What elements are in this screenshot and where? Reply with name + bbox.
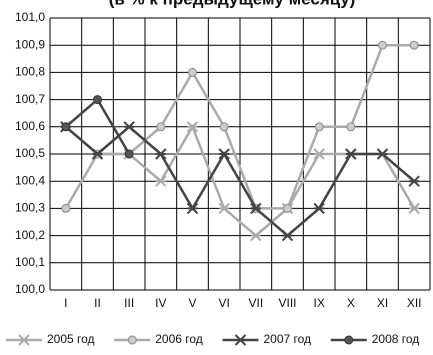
y-tick-label: 100,0 [15, 282, 45, 296]
x-tick-label: VIII [278, 296, 296, 310]
marker [219, 122, 229, 132]
marker [93, 95, 102, 105]
marker [250, 229, 262, 242]
y-tick-label: 100,7 [15, 92, 45, 106]
y-tick-label: 100,5 [15, 146, 45, 160]
x-tick-label: VII [248, 296, 263, 310]
marker [409, 40, 419, 50]
x-tick-label: XII [407, 296, 422, 310]
y-tick-label: 101,0 [15, 10, 45, 24]
legend-label: 2006 год [155, 332, 203, 346]
x-tick-label: IX [313, 296, 324, 310]
x-tick-label: II [94, 296, 101, 310]
marker [313, 202, 325, 215]
y-tick-label: 100,8 [15, 65, 45, 79]
x-tick-label: X [347, 296, 355, 310]
legend-marker [234, 334, 247, 346]
marker [281, 229, 294, 242]
marker [250, 202, 262, 215]
marker [218, 148, 230, 160]
marker [61, 203, 71, 213]
legend-marker [344, 335, 354, 345]
x-tick-label: V [188, 296, 196, 310]
y-tick-label: 100,1 [15, 255, 45, 269]
x-tick-label: VI [218, 296, 229, 310]
marker [156, 122, 166, 132]
marker [123, 121, 135, 133]
y-tick-label: 100,4 [15, 173, 45, 187]
marker [186, 121, 199, 133]
marker [314, 122, 324, 132]
marker [283, 203, 292, 213]
marker [155, 175, 167, 187]
legend-label: 2007 год [264, 332, 312, 346]
y-tick-label: 100,3 [15, 201, 45, 215]
marker [378, 40, 387, 50]
marker [376, 148, 389, 160]
marker [155, 148, 167, 160]
marker [408, 202, 420, 215]
marker [186, 202, 199, 215]
y-tick-label: 100,2 [15, 228, 45, 242]
marker [91, 148, 104, 160]
x-tick-label: XI [377, 296, 388, 310]
legend-marker [127, 335, 137, 345]
marker [188, 67, 197, 77]
marker [408, 175, 420, 187]
marker [218, 202, 230, 215]
legend-label: 2005 год [47, 332, 95, 346]
marker [346, 122, 356, 132]
legend-label: 2008 год [372, 332, 420, 346]
marker [61, 122, 71, 132]
y-tick-label: 100,6 [15, 119, 45, 133]
x-tick-label: I [64, 296, 67, 310]
marker [345, 148, 357, 160]
marker [124, 149, 134, 159]
legend-marker [18, 334, 30, 346]
series-line [64, 43, 415, 210]
x-tick-label: III [124, 296, 134, 310]
y-tick-label: 100,9 [15, 37, 45, 51]
x-tick-label: IV [155, 296, 166, 310]
marker [313, 148, 325, 160]
chart-title: (в % к предыдущему месяцу) [109, 0, 356, 8]
